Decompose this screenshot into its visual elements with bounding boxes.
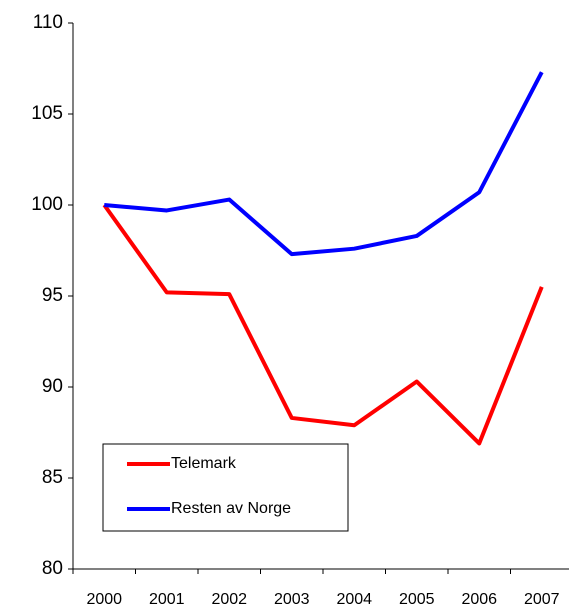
x-tick-label: 2003: [274, 591, 310, 607]
x-tick-label: 2002: [211, 591, 247, 607]
line: [104, 71, 544, 257]
x-tick-label: 2006: [461, 591, 497, 607]
legend-label: Telemark: [171, 455, 237, 472]
y-tick-label: 105: [31, 103, 63, 124]
x-tick-label: 2000: [86, 591, 122, 607]
x-tick-label: 2004: [336, 591, 372, 607]
y-tick-label: 110: [33, 12, 63, 33]
y-tick-label: 85: [42, 467, 63, 488]
y-tick-label: 80: [42, 558, 63, 579]
line: [102, 203, 544, 446]
x-tick-label: 2005: [399, 591, 435, 607]
y-tick-label: 100: [31, 194, 63, 215]
legend-box: [102, 443, 349, 532]
legend-label: Resten av Norge: [171, 500, 291, 517]
x-tick-label: 2007: [524, 591, 560, 607]
y-tick-label: 90: [42, 376, 63, 397]
x-tick-label: 2001: [149, 591, 185, 607]
y-tick-label: 95: [42, 285, 63, 306]
